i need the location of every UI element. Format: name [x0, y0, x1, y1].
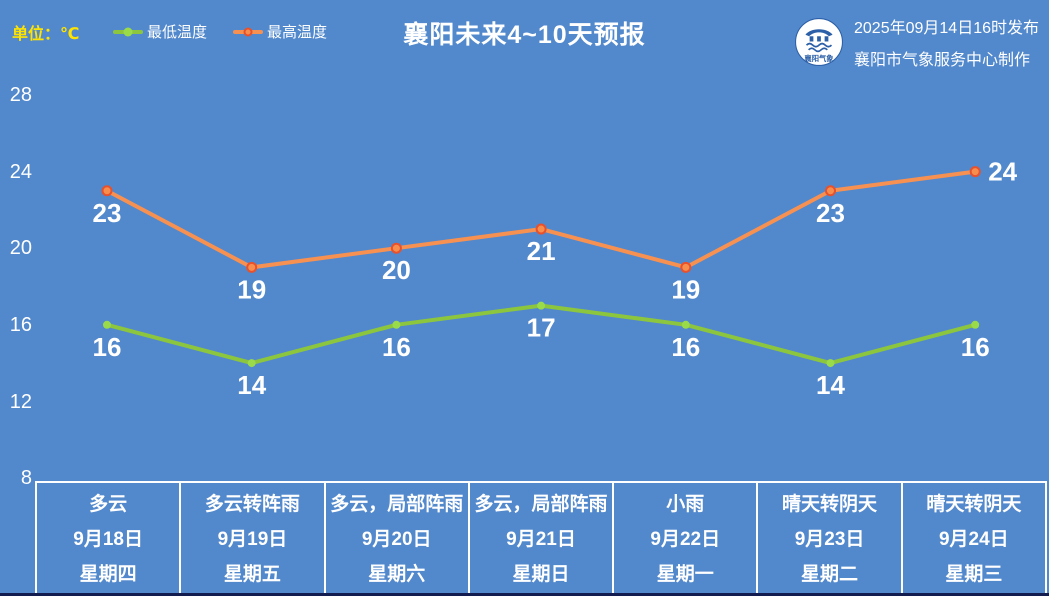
weekday-text: 星期五 [223, 564, 281, 585]
legend-label-max: 最高温度 [267, 24, 328, 41]
weather-text: 小雨 [666, 494, 705, 515]
max-temp-point [969, 166, 981, 178]
legend: 最低温度 最高温度 [113, 21, 327, 42]
max-temp-point [535, 223, 547, 235]
max-temp-point [680, 261, 692, 273]
bottom-border-strip [0, 593, 1049, 596]
min-temp-point [537, 301, 546, 310]
weather-text: 晴天转阴天 [926, 494, 1022, 515]
max-temp-value-label: 19 [237, 274, 266, 304]
weather-bureau-logo-icon: 襄阳气象 [795, 18, 843, 66]
date-text: 9月24日 [938, 529, 1009, 550]
min-temp-legend-marker-icon [113, 27, 143, 36]
weekday-text: 星期一 [656, 564, 714, 585]
date-text: 9月22日 [650, 529, 721, 550]
min-temp-point [681, 320, 690, 329]
page-title: 襄阳未来4~10天预报 [403, 21, 646, 49]
forecast-day-column: 晴天转阴天 9月23日 星期二 [758, 483, 903, 596]
logo-text: 襄阳气象 [803, 54, 834, 63]
min-temp-point [392, 320, 401, 329]
temperature-line-chart: 16 14 16 17 16 14 16 23 19 20 21 19 23 24 [93, 157, 1018, 401]
max-temp-point [101, 185, 113, 197]
y-axis-tick: 20 [9, 237, 32, 259]
min-temp-point [971, 320, 980, 329]
min-temp-point [826, 359, 835, 368]
max-temp-value-label: 23 [816, 198, 845, 228]
issue-datetime: 2025年09月14日16时发布 [854, 20, 1039, 37]
date-text: 9月23日 [794, 529, 865, 550]
weekday-text: 星期三 [945, 564, 1003, 585]
weather-text: 多云，局部阵雨 [474, 494, 608, 515]
legend-item-min-temp: 最低温度 [113, 21, 207, 42]
max-temp-value-label: 23 [93, 198, 122, 228]
y-axis-tick: 16 [9, 314, 32, 336]
weekday-text: 星期四 [79, 564, 137, 585]
min-temp-value-label: 14 [237, 370, 266, 400]
legend-label-min: 最低温度 [147, 24, 208, 41]
weather-text: 晴天转阴天 [782, 494, 878, 515]
weekday-text: 星期六 [368, 564, 426, 585]
forecast-day-column: 晴天转阴天 9月24日 星期三 [903, 483, 1045, 596]
max-temp-value-label: 19 [671, 274, 700, 304]
weather-text: 多云 [89, 494, 128, 515]
legend-item-max-temp: 最高温度 [233, 21, 327, 42]
min-temp-value-label: 16 [671, 332, 700, 362]
min-temp-value-label: 14 [816, 370, 845, 400]
date-text: 9月20日 [361, 529, 432, 550]
min-temp-value-label: 17 [527, 313, 556, 343]
forecast-table: 多云 9月18日 星期四 多云转阵雨 9月19日 星期五 多云，局部阵雨 9月2… [35, 481, 1047, 596]
y-axis-tick: 24 [9, 161, 32, 183]
min-temp-value-label: 16 [961, 332, 990, 362]
weekday-text: 星期二 [801, 564, 859, 585]
max-temp-value-label: 20 [382, 255, 411, 285]
date-text: 9月18日 [73, 529, 143, 550]
forecast-day-column: 多云 9月18日 星期四 [37, 483, 182, 596]
forecast-day-column: 小雨 9月22日 星期一 [614, 483, 759, 596]
unit-label: 单位：℃ [12, 26, 80, 43]
forecast-day-column: 多云，局部阵雨 9月20日 星期六 [326, 483, 470, 596]
min-temp-point [103, 320, 111, 329]
date-text: 9月19日 [217, 529, 288, 550]
min-temp-point [247, 359, 256, 368]
max-temp-point [390, 242, 402, 254]
issue-org: 襄阳市气象服务中心制作 [854, 52, 1031, 69]
y-axis-tick: 8 [20, 467, 32, 489]
y-axis-tick: 12 [9, 391, 32, 413]
min-temp-value-label: 16 [93, 332, 122, 362]
date-text: 9月21日 [506, 529, 576, 550]
weather-text: 多云，局部阵雨 [330, 494, 464, 515]
issuer-block: 襄阳气象 2025年09月14日16时发布 襄阳市气象服务中心制作 [794, 14, 1039, 70]
max-temp-value-label: 24 [988, 157, 1017, 187]
weather-text: 多云转阵雨 [204, 494, 300, 515]
max-temp-point [246, 261, 258, 273]
weekday-text: 星期日 [512, 564, 570, 585]
max-temp-legend-marker-icon [233, 27, 264, 36]
max-temp-value-label: 21 [527, 236, 556, 266]
forecast-day-column: 多云，局部阵雨 9月21日 星期日 [470, 483, 615, 596]
forecast-day-column: 多云转阵雨 9月19日 星期五 [181, 483, 326, 596]
min-temp-value-label: 16 [382, 332, 411, 362]
max-temp-point [825, 185, 836, 197]
y-axis-tick: 28 [9, 84, 32, 106]
